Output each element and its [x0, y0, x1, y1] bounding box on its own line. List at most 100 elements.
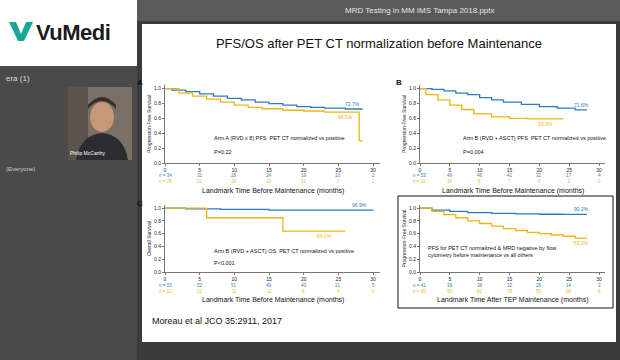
- svg-text:5: 5: [448, 167, 451, 173]
- svg-text:82: 82: [477, 289, 483, 294]
- svg-text:22: 22: [197, 179, 203, 184]
- svg-text:7: 7: [508, 179, 511, 184]
- svg-text:4: 4: [598, 173, 601, 178]
- svg-text:11: 11: [232, 289, 237, 294]
- svg-text:40: 40: [301, 283, 307, 288]
- svg-text:11: 11: [267, 289, 272, 294]
- svg-text:30: 30: [370, 276, 376, 282]
- svg-text:71.6%: 71.6%: [574, 102, 589, 108]
- svg-text:n = 53: n = 53: [159, 283, 172, 288]
- svg-text:30: 30: [596, 276, 602, 282]
- svg-text:Arm B (RVD + ASCT) PFS PET CT: Arm B (RVD + ASCT) PFS PET CT normalized…: [463, 135, 606, 141]
- svg-text:32: 32: [536, 173, 542, 178]
- svg-text:A: A: [137, 78, 143, 87]
- svg-text:1.0: 1.0: [154, 85, 161, 91]
- svg-text:0.0: 0.0: [154, 269, 161, 275]
- svg-text:6: 6: [598, 289, 601, 294]
- svg-text:20: 20: [537, 276, 543, 282]
- svg-text:0.6: 0.6: [154, 115, 161, 121]
- svg-text:0.4: 0.4: [409, 130, 416, 136]
- svg-text:0.4: 0.4: [154, 243, 161, 249]
- svg-text:Progression-Free Survival: Progression-Free Survival: [146, 95, 152, 153]
- svg-text:2: 2: [568, 179, 571, 184]
- svg-text:8: 8: [478, 179, 481, 184]
- svg-text:46: 46: [477, 173, 483, 178]
- svg-text:n = 96: n = 96: [413, 289, 426, 294]
- svg-text:1: 1: [372, 179, 375, 184]
- svg-text:n = 53: n = 53: [413, 173, 426, 178]
- svg-text:n = 12: n = 12: [413, 179, 426, 184]
- svg-text:12: 12: [301, 179, 307, 184]
- svg-text:10: 10: [477, 167, 483, 173]
- svg-text:30: 30: [596, 167, 602, 173]
- svg-text:Arm A (RVD x 8) PFS PET CT no: Arm A (RVD x 8) PFS PET CT normalized vs…: [214, 135, 345, 141]
- svg-text:25: 25: [566, 167, 572, 173]
- svg-text:0: 0: [372, 289, 375, 294]
- svg-text:19: 19: [231, 179, 237, 184]
- svg-text:0.2: 0.2: [409, 256, 416, 262]
- svg-text:0: 0: [164, 167, 167, 173]
- svg-text:25: 25: [566, 276, 572, 282]
- svg-text:39: 39: [447, 283, 453, 288]
- svg-text:26: 26: [536, 283, 542, 288]
- svg-text:1.0: 1.0: [409, 85, 416, 91]
- svg-text:P<0.001: P<0.001: [214, 260, 235, 266]
- svg-text:10: 10: [447, 179, 453, 184]
- svg-text:19: 19: [301, 173, 307, 178]
- svg-text:24: 24: [266, 173, 272, 178]
- svg-text:20: 20: [301, 167, 307, 173]
- svg-text:32: 32: [507, 283, 513, 288]
- svg-text:0.0: 0.0: [409, 269, 416, 275]
- svg-text:Progression-Free Survival: Progression-Free Survival: [401, 210, 407, 268]
- svg-text:15: 15: [507, 167, 513, 173]
- svg-text:0.8: 0.8: [409, 100, 416, 106]
- svg-text:0.6: 0.6: [409, 230, 416, 236]
- svg-text:49: 49: [447, 173, 453, 178]
- svg-text:0.0: 0.0: [409, 160, 416, 166]
- svg-text:n = 12: n = 12: [159, 289, 172, 294]
- svg-text:52: 52: [197, 283, 203, 288]
- svg-text:5: 5: [372, 283, 375, 288]
- svg-text:4: 4: [337, 289, 340, 294]
- svg-text:5: 5: [198, 167, 201, 173]
- svg-text:25: 25: [336, 276, 342, 282]
- svg-text:15: 15: [266, 276, 272, 282]
- svg-text:Landmark Time Before Maintenan: Landmark Time Before Maintenance (months…: [202, 296, 344, 304]
- svg-text:P=0.22: P=0.22: [214, 149, 232, 155]
- svg-text:0.2: 0.2: [154, 145, 161, 151]
- svg-text:0.2: 0.2: [154, 256, 161, 262]
- svg-text:5: 5: [198, 276, 201, 282]
- svg-text:0.2: 0.2: [409, 145, 416, 151]
- svg-text:Overall Survival: Overall Survival: [146, 221, 152, 256]
- svg-text:36: 36: [477, 283, 483, 288]
- svg-text:Landmark Time After TEP Mainte: Landmark Time After TEP Maintenance (mon…: [437, 296, 588, 304]
- svg-text:59.3%: 59.3%: [538, 121, 553, 127]
- svg-text:0: 0: [419, 276, 422, 282]
- svg-text:16: 16: [266, 179, 272, 184]
- svg-text:28: 28: [566, 289, 572, 294]
- svg-text:0: 0: [164, 276, 167, 282]
- svg-text:0.8: 0.8: [409, 218, 416, 224]
- svg-text:15: 15: [507, 276, 513, 282]
- svg-text:14: 14: [566, 283, 572, 288]
- svg-text:n = 41: n = 41: [413, 283, 426, 288]
- svg-text:B: B: [396, 78, 402, 87]
- svg-text:0: 0: [598, 179, 601, 184]
- svg-text:10: 10: [232, 167, 238, 173]
- svg-text:Landmark Time Before Maintenan: Landmark Time Before Maintenance (months…: [202, 187, 344, 195]
- svg-text:Arm B (RVD + ASCT) OS PET CT: Arm B (RVD + ASCT) OS PET CT normalized …: [214, 248, 354, 254]
- svg-text:6: 6: [538, 179, 541, 184]
- svg-text:55: 55: [536, 289, 542, 294]
- svg-text:2: 2: [372, 173, 375, 178]
- svg-text:0.8: 0.8: [154, 100, 161, 106]
- svg-text:20: 20: [537, 167, 543, 173]
- svg-text:68.5%: 68.5%: [338, 114, 353, 120]
- svg-text:12: 12: [197, 289, 203, 294]
- svg-text:n = 25: n = 25: [159, 179, 172, 184]
- svg-text:1.0: 1.0: [409, 205, 416, 211]
- svg-text:Progression-Free Survival: Progression-Free Survival: [401, 95, 407, 153]
- svg-text:20: 20: [301, 276, 307, 282]
- svg-text:10: 10: [335, 173, 341, 178]
- svg-text:9: 9: [302, 289, 305, 294]
- svg-text:49: 49: [266, 283, 272, 288]
